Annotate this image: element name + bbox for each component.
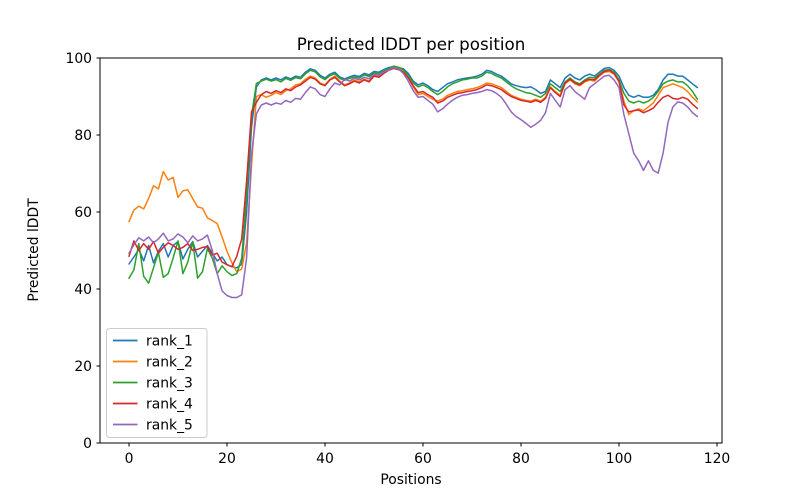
- y-tick-label: 80: [74, 128, 92, 144]
- x-tick-label: 120: [704, 451, 731, 467]
- legend-label-rank_4: rank_4: [146, 396, 193, 412]
- series-line-rank_2: [128, 66, 699, 273]
- legend-label-rank_2: rank_2: [146, 354, 193, 370]
- series-line-rank_4: [128, 67, 699, 268]
- x-axis: 0 20 40 60 80 100 120: [125, 443, 731, 467]
- y-axis-label: Predicted lDDT: [26, 198, 42, 302]
- legend: rank_1 rank_2 rank_3 rank_4 rank_5: [106, 328, 208, 438]
- series-line-rank_5: [128, 66, 699, 299]
- x-tick-label: 100: [606, 451, 633, 467]
- legend-item-rank_5: rank_5: [113, 417, 193, 433]
- x-tick-label: 60: [414, 451, 432, 467]
- y-axis: 0 20 40 60 80 100: [65, 51, 100, 452]
- legend-label-rank_1: rank_1: [146, 333, 193, 349]
- legend-label-rank_3: rank_3: [146, 375, 193, 391]
- x-tick-label: 0: [125, 451, 134, 467]
- y-tick-label: 60: [74, 205, 92, 221]
- y-tick-label: 100: [65, 51, 92, 67]
- series-line-rank_1: [128, 65, 699, 269]
- legend-item-rank_2: rank_2: [113, 354, 193, 370]
- legend-item-rank_4: rank_4: [113, 396, 193, 412]
- y-tick-label: 40: [74, 282, 92, 298]
- plot-border: [99, 57, 723, 444]
- y-tick-label: 0: [83, 436, 92, 452]
- x-tick-label: 20: [218, 451, 236, 467]
- series-line-rank_3: [128, 65, 699, 284]
- x-tick-label: 80: [512, 451, 530, 467]
- legend-label-rank_5: rank_5: [146, 417, 193, 433]
- x-tick-label: 40: [316, 451, 334, 467]
- legend-item-rank_3: rank_3: [113, 375, 193, 391]
- chart-title: Predicted lDDT per position: [297, 34, 526, 54]
- y-tick-label: 20: [74, 359, 92, 375]
- legend-item-rank_1: rank_1: [113, 333, 193, 349]
- x-axis-label: Positions: [380, 472, 441, 488]
- legend-box: [106, 328, 208, 438]
- plot-series: [128, 65, 699, 299]
